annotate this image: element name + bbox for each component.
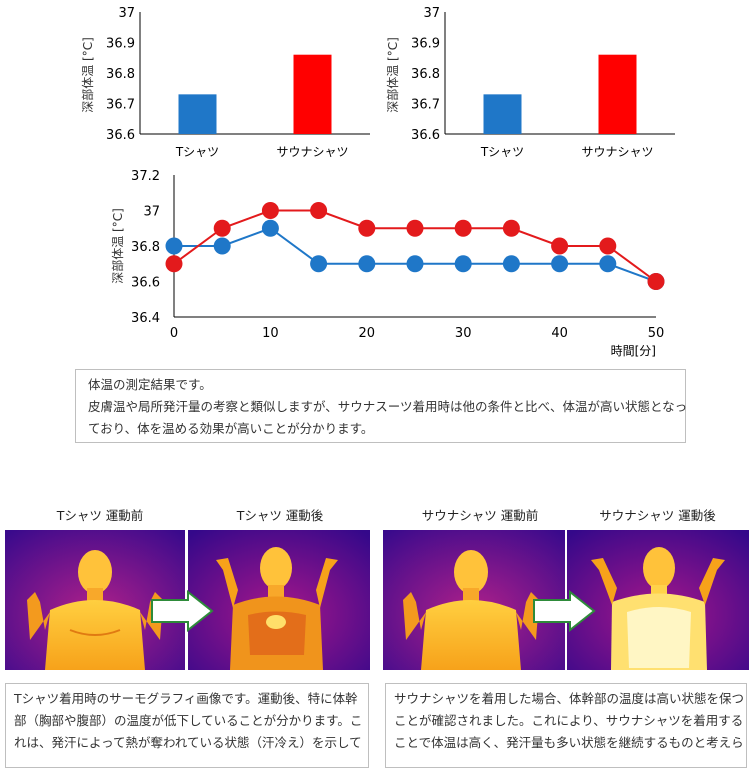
y-tick-label: 36.9	[106, 37, 135, 52]
thermal-image-tshirt-after	[188, 530, 370, 670]
bar	[483, 94, 522, 134]
data-point	[647, 273, 665, 290]
data-point	[358, 219, 376, 237]
caption-right-line-2: ことが確認されました。これにより、サウナシャツを着用する	[394, 713, 744, 728]
bar-chart-left: 36.6 36.7 36.8 36.9 37 Tシャツ サウナシャツ 深部体温 [°C]	[80, 6, 370, 159]
data-point	[406, 219, 424, 237]
y-tick-label: 36.8	[411, 67, 440, 82]
x-tick-label: 0	[170, 326, 178, 341]
y-axis-label: 深部体温 [°C]	[110, 208, 125, 284]
y-tick-label: 36.4	[131, 311, 160, 326]
x-tick-label: サウナシャツ	[581, 145, 653, 159]
thermal-image-sauna-after	[567, 530, 749, 670]
caption-right-line-1: サウナシャツを着用した場合、体幹部の温度は高い状態を保つ	[394, 691, 745, 706]
x-axis-label: 時間[分]	[611, 344, 656, 358]
bar	[293, 54, 332, 135]
y-axis-label: 深部体温 [°C]	[385, 37, 400, 113]
y-tick-label: 37	[143, 205, 160, 220]
data-point	[454, 219, 472, 237]
line-chart: 36.4 36.6 36.8 37 37.2 0 10 20 30 40 50 時間[分] 深部体温 […	[110, 169, 665, 358]
data-point	[261, 219, 279, 237]
y-tick-label: 36.6	[131, 276, 160, 291]
caption-right-line-3: ことで体温は高く、発汗量も多い状態を継続するものと考えら	[394, 735, 744, 750]
data-point	[551, 237, 569, 255]
y-axis-label: 深部体温 [°C]	[80, 37, 95, 113]
y-tick-label: 36.7	[411, 98, 440, 113]
y-tick-label: 36.8	[131, 240, 160, 255]
thermal-image-tshirt-before	[5, 530, 185, 670]
x-tick-label: 50	[648, 326, 665, 341]
data-point	[165, 255, 183, 273]
arrow-icon-right	[533, 590, 596, 632]
x-tick-label: 40	[551, 326, 568, 341]
caption-left-line-1: Tシャツ着用時のサーモグラフィ画像です。運動後、特に体幹	[14, 691, 358, 706]
y-tick-label: 36.8	[106, 67, 135, 82]
x-tick-label: 30	[455, 326, 472, 341]
data-point	[213, 237, 231, 255]
result-line-1: 体温の測定結果です。	[88, 377, 212, 392]
caption-box-sauna: サウナシャツを着用した場合、体幹部の温度は高い状態を保つ ことが確認されました。…	[385, 683, 747, 768]
x-tick-label: Tシャツ	[480, 145, 524, 159]
thermal-label-sauna-after: サウナシャツ 運動後	[599, 508, 716, 523]
arrow-icon-left	[151, 590, 214, 632]
data-point	[502, 219, 520, 237]
data-point	[454, 255, 472, 273]
data-point	[502, 255, 520, 273]
y-tick-label: 37	[118, 6, 135, 21]
bar-chart-right: 36.6 36.7 36.8 36.9 37 Tシャツ サウナシャツ 深部体温 [°C]	[385, 6, 675, 159]
data-point	[599, 237, 617, 255]
result-line-3: ており、体を温める効果が高いことが分かります。	[88, 421, 374, 436]
thermal-image-sauna-before	[383, 530, 565, 670]
bar	[598, 54, 637, 135]
data-point	[599, 255, 617, 273]
y-tick-label: 37	[423, 6, 440, 21]
data-point	[310, 202, 328, 219]
caption-left-line-3: れは、発汗によって熱が奪われている状態（汗冷え）を示して	[14, 735, 362, 750]
y-tick-label: 37.2	[131, 169, 160, 184]
caption-box-tshirt: Tシャツ着用時のサーモグラフィ画像です。運動後、特に体幹 部（胸部や腹部）の温度…	[5, 683, 369, 768]
x-tick-label: 20	[359, 326, 376, 341]
y-tick-label: 36.9	[411, 37, 440, 52]
data-point	[213, 219, 231, 237]
y-tick-label: 36.6	[106, 128, 135, 143]
result-line-2: 皮膚温や局所発汗量の考察と類似しますが、サウナスーツ着用時は他の条件と比べ、体温…	[88, 399, 688, 414]
caption-left-line-2: 部（胸部や腹部）の温度が低下していることが分かります。こ	[14, 713, 363, 728]
data-point	[551, 255, 569, 273]
data-point	[261, 202, 279, 219]
data-point	[165, 237, 183, 255]
thermal-label-sauna-before: サウナシャツ 運動前	[421, 508, 539, 523]
x-tick-label: 10	[262, 326, 279, 341]
data-point	[406, 255, 424, 273]
thermal-label-tshirt-after: Tシャツ 運動後	[236, 508, 324, 523]
x-tick-label: Tシャツ	[175, 145, 219, 159]
result-text-box: 体温の測定結果です。 皮膚温や局所発汗量の考察と類似しますが、サウナスーツ着用時…	[75, 369, 688, 443]
y-tick-label: 36.6	[411, 128, 440, 143]
x-tick-label: サウナシャツ	[276, 145, 348, 159]
data-point	[310, 255, 328, 273]
y-tick-label: 36.7	[106, 98, 135, 113]
bar	[178, 94, 217, 134]
thermal-label-tshirt-before: Tシャツ 運動前	[56, 508, 144, 523]
data-point	[358, 255, 376, 273]
